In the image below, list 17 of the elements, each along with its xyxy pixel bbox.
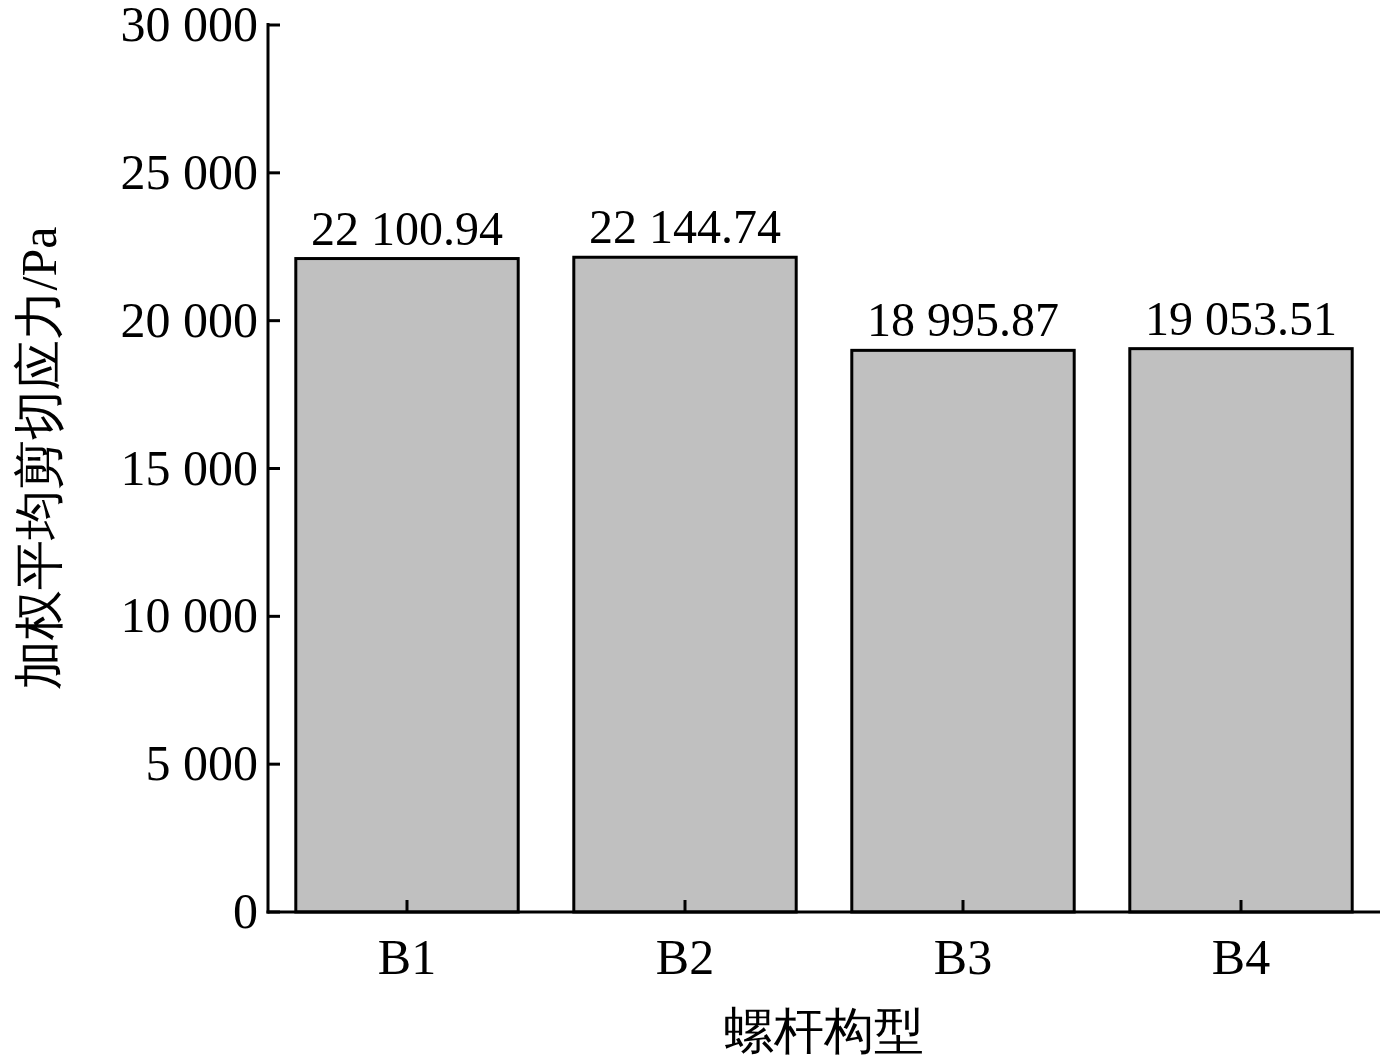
y-tick-label: 25 000 [120,143,258,200]
x-tick-label: B2 [655,929,715,985]
x-tick-label: B3 [933,929,993,985]
x-tick-label: B4 [1211,929,1271,985]
y-tick-label: 0 [233,883,258,939]
data-label: 19 053.51 [1145,291,1337,345]
data-label: 18 995.87 [867,293,1059,347]
y-axis-title: 加权平均剪切应力/Pa [11,226,67,691]
y-tick-label: 5 000 [145,735,258,792]
y-tick-label: 10 000 [120,587,258,644]
y-tick-label: 20 000 [120,291,258,348]
data-label: 22 144.74 [589,200,781,254]
y-tick-label: 15 000 [120,439,258,496]
x-axis-title: 螺杆构型 [724,1003,924,1059]
x-tick-label: B1 [377,929,437,985]
data-label: 22 100.94 [311,201,503,255]
y-tick-label: 30 000 [120,0,258,52]
